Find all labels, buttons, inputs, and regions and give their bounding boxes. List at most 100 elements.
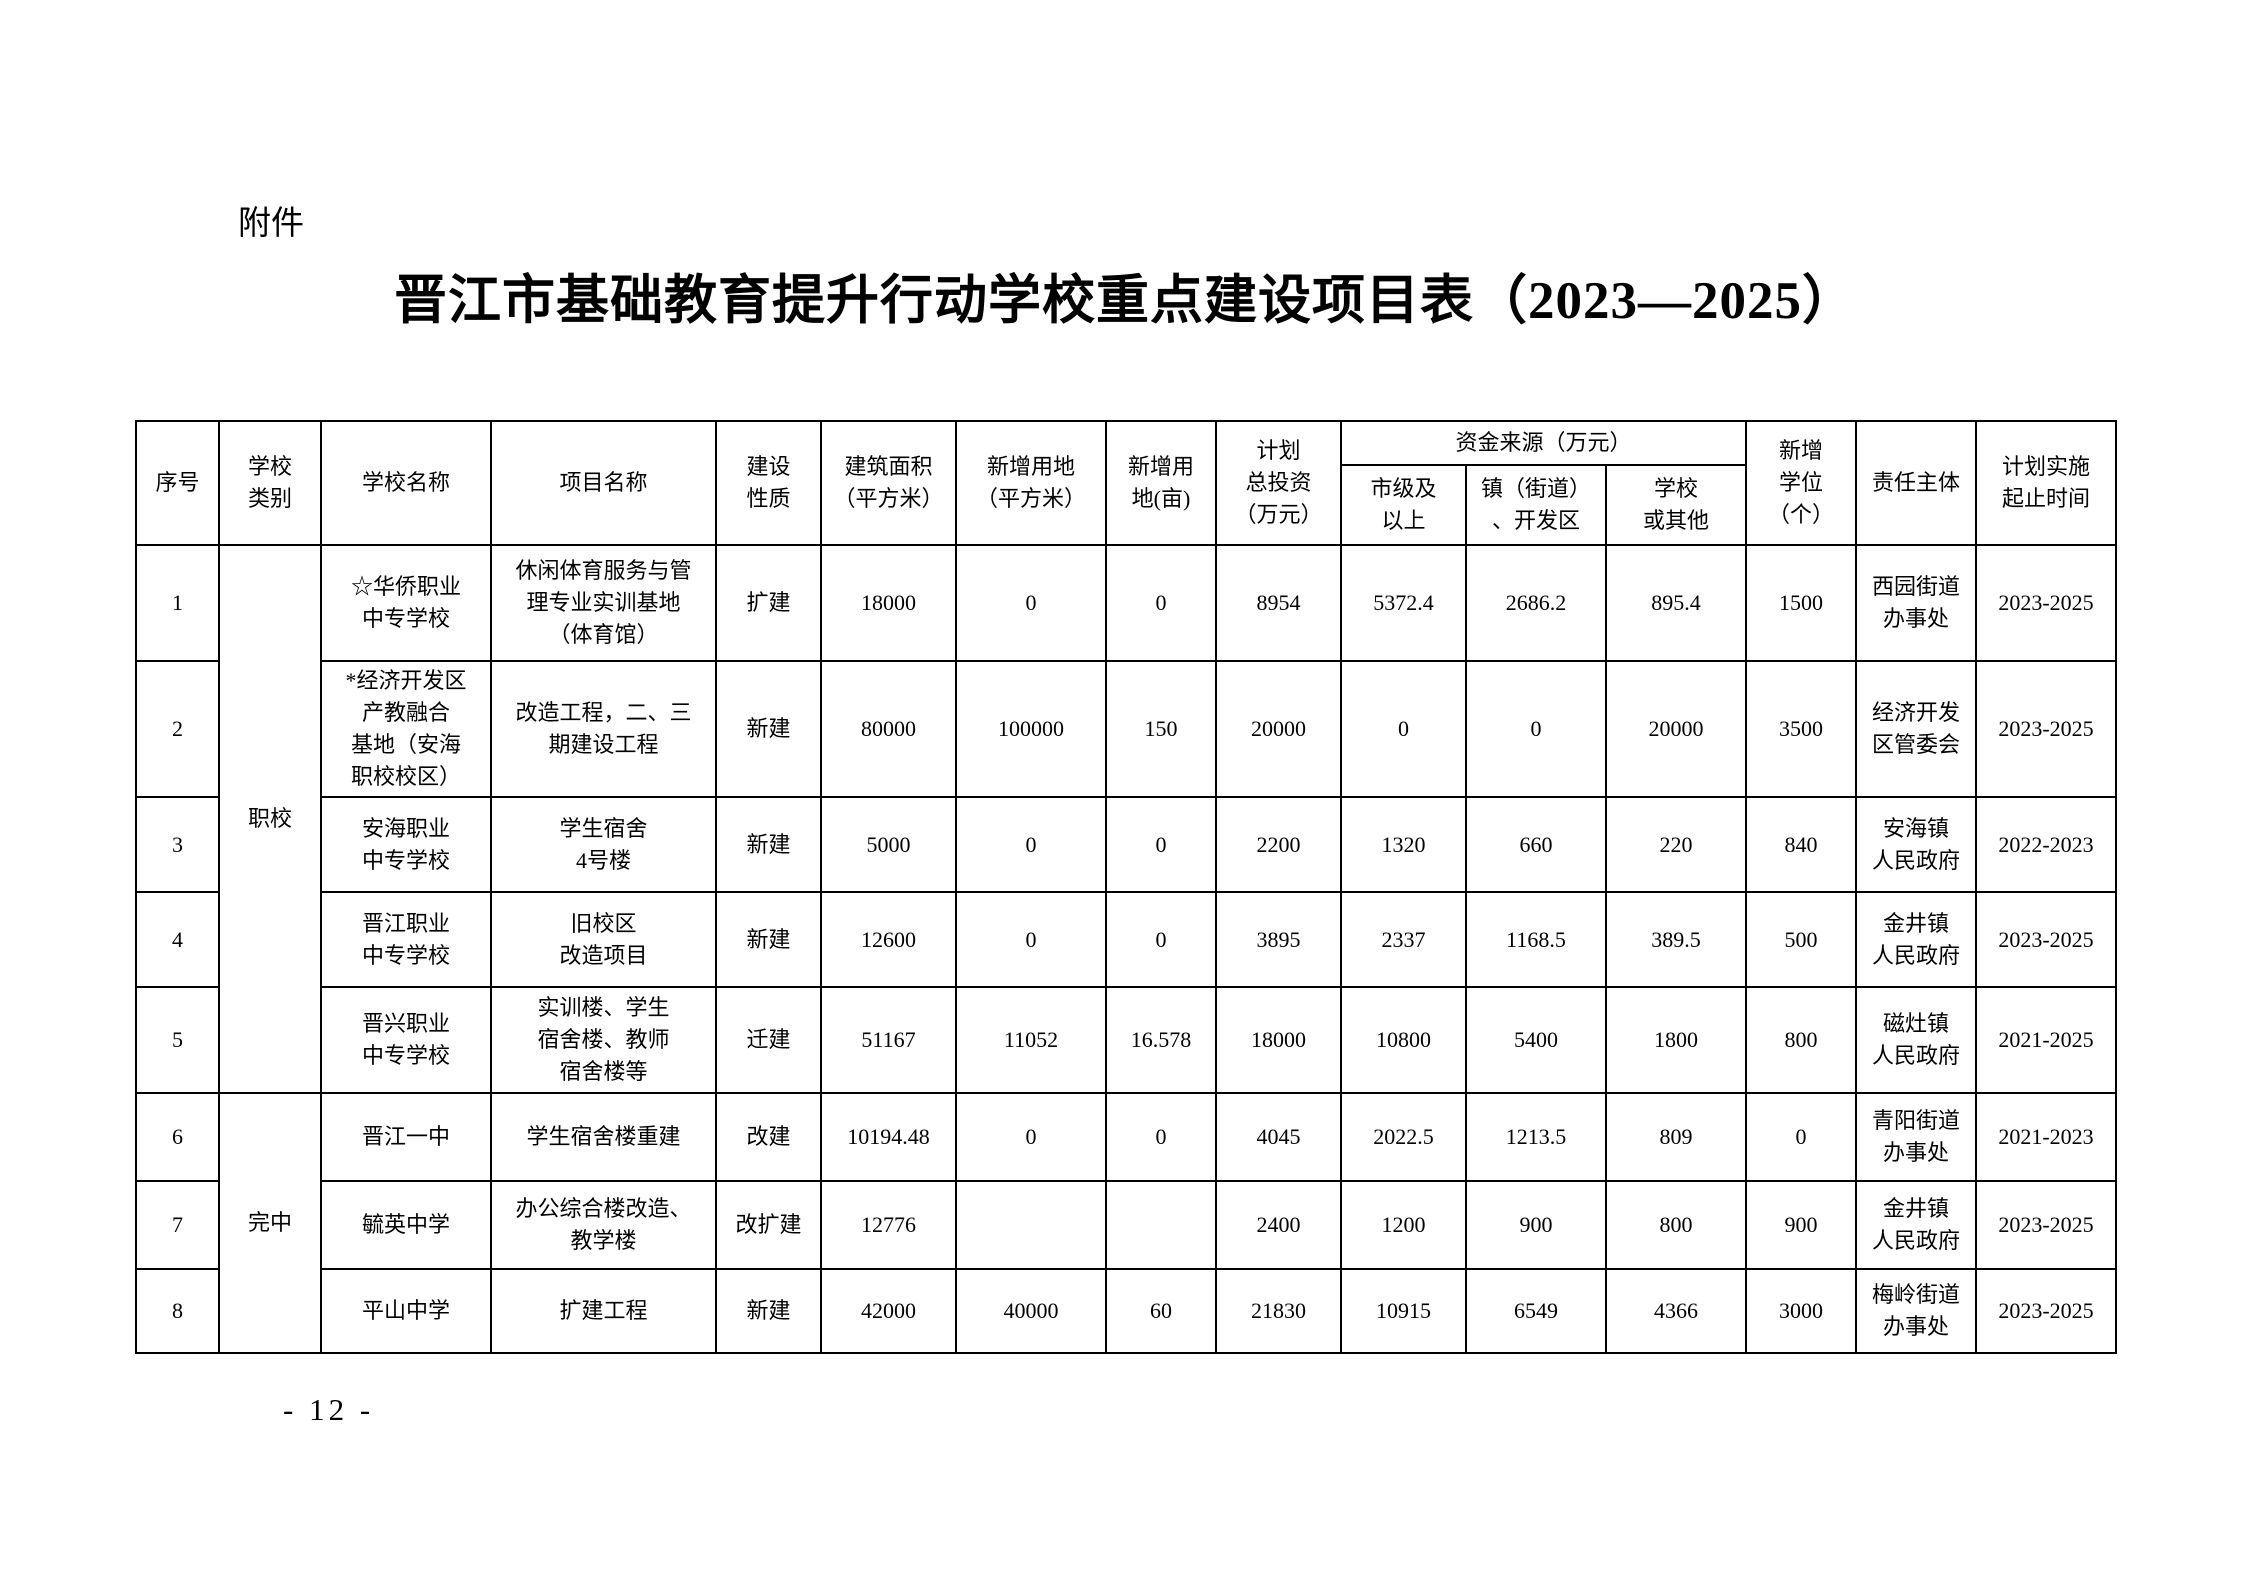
cell-category-complete-middle: 完中 — [218, 1092, 322, 1354]
cell-seq: 8 — [135, 1268, 220, 1354]
cell-seats: 0 — [1745, 1092, 1858, 1182]
table-header: 序号 学校 类别 学校名称 项目名称 建设 性质 建筑面积 （平方米） 新增用地… — [135, 420, 2118, 546]
cell-area: 18000 — [820, 544, 957, 662]
cell-seats: 500 — [1745, 891, 1858, 988]
cell-period: 2021-2023 — [1975, 1092, 2118, 1182]
cell-seats: 1500 — [1745, 544, 1858, 662]
cell-funding-town: 0 — [1465, 660, 1607, 798]
cell-period: 2023-2025 — [1975, 660, 2118, 798]
table-row: 3 安海职业 中专学校 学生宿舍 4号楼 新建 5000 0 0 2200 13… — [135, 796, 2118, 893]
cell-investment: 21830 — [1215, 1268, 1342, 1354]
cell-responsible: 青阳街道 办事处 — [1855, 1092, 1978, 1182]
cell-responsible: 梅岭街道 办事处 — [1855, 1268, 1978, 1354]
col-header-investment: 计划 总投资 （万元） — [1215, 420, 1342, 546]
col-header-land-sqm: 新增用地 （平方米） — [955, 420, 1107, 546]
col-header-responsible: 责任主体 — [1855, 420, 1978, 546]
cell-seq: 2 — [135, 660, 220, 798]
cell-funding-school: 220 — [1604, 796, 1748, 893]
cell-land-sqm: 11052 — [955, 986, 1107, 1094]
header-row-1: 序号 学校 类别 学校名称 项目名称 建设 性质 建筑面积 （平方米） 新增用地… — [135, 420, 2118, 546]
cell-period: 2021-2025 — [1975, 986, 2118, 1094]
cell-nature: 新建 — [715, 891, 822, 988]
col-header-area: 建筑面积 （平方米） — [820, 420, 957, 546]
cell-school: *经济开发区 产教融合 基地（安海 职校校区） — [320, 660, 492, 798]
cell-responsible: 金井镇 人民政府 — [1855, 891, 1978, 988]
cell-project: 改造工程，二、三 期建设工程 — [490, 660, 717, 798]
col-header-funding-school: 学校 或其他 — [1604, 464, 1748, 546]
page-number: - 12 - — [283, 1392, 375, 1427]
cell-nature: 改扩建 — [715, 1180, 822, 1270]
cell-area: 80000 — [820, 660, 957, 798]
cell-period: 2022-2023 — [1975, 796, 2118, 893]
cell-funding-city: 0 — [1340, 660, 1467, 798]
cell-funding-town: 6549 — [1465, 1268, 1607, 1354]
cell-project: 学生宿舍楼重建 — [490, 1092, 717, 1182]
cell-investment: 18000 — [1215, 986, 1342, 1094]
cell-school: 平山中学 — [320, 1268, 492, 1354]
table-row: 1 职校 ☆华侨职业 中专学校 休闲体育服务与管 理专业实训基地 （体育馆） 扩… — [135, 544, 2118, 1094]
cell-investment: 4045 — [1215, 1092, 1342, 1182]
table-row: 5 晋兴职业 中专学校 实训楼、学生 宿舍楼、教师 宿舍楼等 迁建 51167 … — [135, 986, 2118, 1094]
cell-land-mu: 150 — [1105, 660, 1217, 798]
col-header-period: 计划实施 起止时间 — [1975, 420, 2118, 546]
cell-funding-town: 1168.5 — [1465, 891, 1607, 988]
cell-land-sqm: 40000 — [955, 1268, 1107, 1354]
cell-responsible: 金井镇 人民政府 — [1855, 1180, 1978, 1270]
cell-land-mu: 0 — [1105, 796, 1217, 893]
table-row: 8 平山中学 扩建工程 新建 42000 40000 60 21830 1091… — [135, 1268, 2118, 1354]
cell-land-mu: 60 — [1105, 1268, 1217, 1354]
col-header-nature: 建设 性质 — [715, 420, 822, 546]
projects-table: 序号 学校 类别 学校名称 项目名称 建设 性质 建筑面积 （平方米） 新增用地… — [135, 420, 2118, 1354]
cell-land-mu: 0 — [1105, 1092, 1217, 1182]
cell-nature: 迁建 — [715, 986, 822, 1094]
cell-school: 安海职业 中专学校 — [320, 796, 492, 893]
cell-period: 2023-2025 — [1975, 891, 2118, 988]
cell-nature: 扩建 — [715, 544, 822, 662]
cell-investment: 2200 — [1215, 796, 1342, 893]
cell-funding-school: 389.5 — [1604, 891, 1748, 988]
cell-funding-school: 1800 — [1604, 986, 1748, 1094]
cell-seats: 840 — [1745, 796, 1858, 893]
cell-seats: 3500 — [1745, 660, 1858, 798]
cell-responsible: 西园街道 办事处 — [1855, 544, 1978, 662]
cell-seq: 4 — [135, 891, 220, 988]
cell-land-mu: 0 — [1105, 891, 1217, 988]
cell-land-sqm: 0 — [955, 544, 1107, 662]
cell-funding-town: 1213.5 — [1465, 1092, 1607, 1182]
cell-funding-town: 5400 — [1465, 986, 1607, 1094]
cell-responsible: 磁灶镇 人民政府 — [1855, 986, 1978, 1094]
cell-project: 扩建工程 — [490, 1268, 717, 1354]
cell-funding-school: 895.4 — [1604, 544, 1748, 662]
cell-category-vocational: 职校 — [218, 544, 322, 1094]
cell-school: 晋江职业 中专学校 — [320, 891, 492, 988]
cell-area: 12776 — [820, 1180, 957, 1270]
cell-seats: 900 — [1745, 1180, 1858, 1270]
cell-funding-city: 5372.4 — [1340, 544, 1467, 662]
cell-land-mu — [1105, 1180, 1217, 1270]
cell-area: 10194.48 — [820, 1092, 957, 1182]
cell-school: 毓英中学 — [320, 1180, 492, 1270]
col-header-seq: 序号 — [135, 420, 220, 546]
cell-seats: 800 — [1745, 986, 1858, 1094]
cell-funding-school: 20000 — [1604, 660, 1748, 798]
cell-funding-school: 4366 — [1604, 1268, 1748, 1354]
cell-period: 2023-2025 — [1975, 544, 2118, 662]
attachment-label: 附件 — [238, 204, 304, 241]
col-header-funding-town: 镇（街道） 、开发区 — [1465, 464, 1607, 546]
cell-investment: 2400 — [1215, 1180, 1342, 1270]
col-header-category: 学校 类别 — [218, 420, 322, 546]
cell-seq: 1 — [135, 544, 220, 662]
cell-area: 12600 — [820, 891, 957, 988]
cell-area: 5000 — [820, 796, 957, 893]
col-header-school: 学校名称 — [320, 420, 492, 546]
cell-school: ☆华侨职业 中专学校 — [320, 544, 492, 662]
cell-land-sqm: 100000 — [955, 660, 1107, 798]
cell-nature: 新建 — [715, 660, 822, 798]
cell-land-sqm: 0 — [955, 1092, 1107, 1182]
col-header-seats: 新增 学位 （个） — [1745, 420, 1858, 546]
cell-funding-town: 2686.2 — [1465, 544, 1607, 662]
cell-funding-school: 809 — [1604, 1092, 1748, 1182]
cell-funding-city: 2337 — [1340, 891, 1467, 988]
header-row-2: 市级及 以上 镇（街道） 、开发区 学校 或其他 — [136, 464, 2116, 546]
